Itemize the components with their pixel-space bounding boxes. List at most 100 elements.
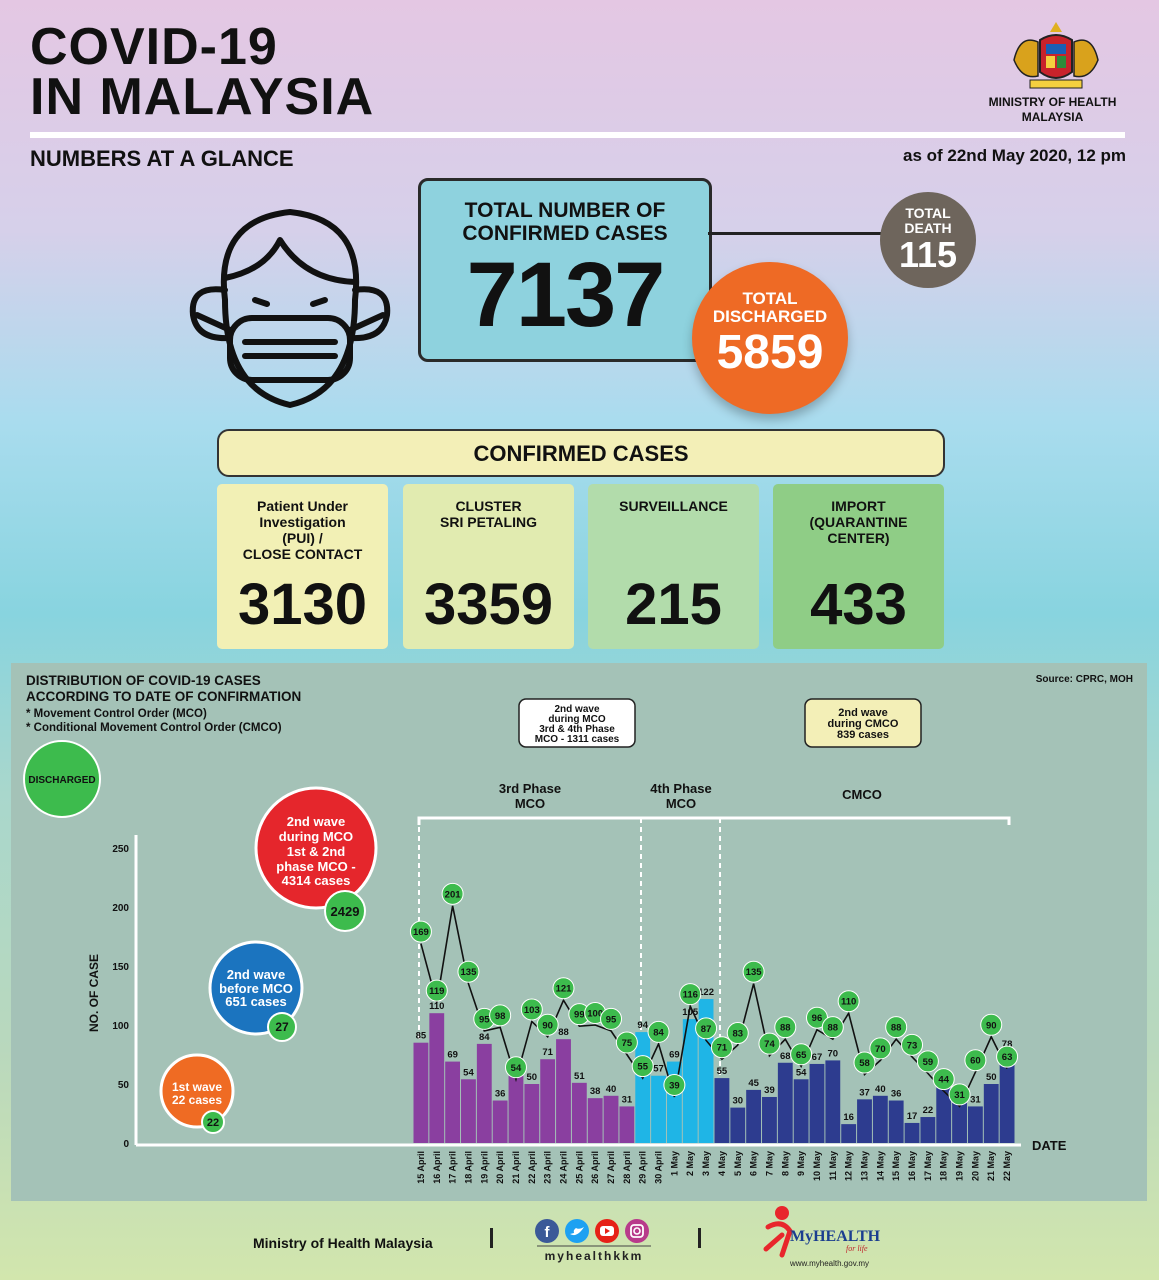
- connector-line: [708, 232, 888, 235]
- wave-red-bubble: [254, 786, 378, 910]
- bar-value-label: 105: [682, 1007, 699, 1018]
- x-tick-label: 18 May: [939, 1151, 949, 1181]
- discharged-marker: [885, 1016, 908, 1039]
- bar-value-label: 31: [622, 1094, 633, 1105]
- y-tick-label: 150: [112, 962, 129, 973]
- bar: [920, 1117, 936, 1143]
- wave-red-discharged: 2429: [331, 904, 360, 919]
- total-death-value: 115: [898, 234, 958, 275]
- instagram-icon[interactable]: [625, 1219, 649, 1243]
- x-tick-label: 19 May: [955, 1151, 965, 1181]
- bar-value-label: 40: [606, 1084, 617, 1095]
- y-tick-label: 50: [118, 1080, 130, 1091]
- bar: [651, 1075, 666, 1143]
- facebook-icon[interactable]: f: [535, 1219, 559, 1243]
- bar-value-label: 88: [558, 1027, 569, 1038]
- bar-value-label: 30: [732, 1096, 743, 1107]
- discharged-value-label: 60: [970, 1056, 981, 1067]
- total-confirmed-value: 7137: [466, 244, 666, 346]
- total-death-label: TOTAL DEATH: [904, 205, 952, 236]
- bar: [999, 1050, 1015, 1143]
- bar-value-label: 54: [463, 1067, 474, 1078]
- bar-value-label: 69: [669, 1050, 680, 1061]
- phase-bracket: [417, 816, 1011, 825]
- x-tick-label: 16 April: [432, 1151, 442, 1184]
- phase3-label: 3rd Phase MCO: [499, 781, 561, 811]
- bar: [857, 1099, 872, 1143]
- discharged-marker: [710, 1036, 733, 1059]
- bar-value-label: 39: [764, 1085, 775, 1096]
- bar: [556, 1039, 571, 1143]
- masked-face-icon: [189, 209, 391, 408]
- myhealth-brand: MyHEALTH: [790, 1228, 880, 1245]
- discharged-marker: [489, 1004, 512, 1027]
- discharged-value-label: 70: [875, 1044, 886, 1055]
- x-tick-label: 24 April: [559, 1151, 569, 1184]
- bar: [777, 1062, 793, 1143]
- bar: [936, 1087, 952, 1143]
- x-tick-label: 16 May: [907, 1151, 917, 1181]
- y-tick-label: 100: [112, 1021, 129, 1032]
- bar: [429, 1013, 445, 1143]
- x-axis-label: DATE: [1032, 1138, 1067, 1153]
- bar-value-label: 54: [796, 1067, 807, 1078]
- discharged-value-label: 83: [732, 1029, 743, 1040]
- myhealth-url[interactable]: www.myhealth.gov.my: [790, 1259, 869, 1268]
- callout-cmco: 2nd wave during CMCO 839 cases: [828, 707, 899, 741]
- bar: [603, 1095, 619, 1143]
- discharged-marker: [441, 882, 464, 905]
- card-label: IMPORT (QUARANTINE CENTER): [809, 498, 908, 546]
- card-label: SURVEILLANCE: [619, 498, 728, 514]
- discharged-value-label: 95: [479, 1014, 490, 1025]
- discharged-value-label: 98: [495, 1011, 506, 1022]
- x-tick-label: 26 April: [590, 1151, 600, 1184]
- youtube-icon[interactable]: [595, 1219, 619, 1243]
- bar: [983, 1084, 999, 1143]
- bar: [793, 1079, 809, 1143]
- x-tick-label: 21 April: [511, 1151, 521, 1184]
- phase4-label: 4th Phase MCO: [650, 781, 711, 811]
- chart-note-cmco: * Conditional Movement Control Order (CM…: [26, 722, 282, 734]
- discharged-value-label: 201: [445, 889, 462, 900]
- discharged-marker: [758, 1032, 781, 1055]
- x-tick-label: 7 May: [764, 1151, 774, 1176]
- x-tick-label: 12 May: [844, 1151, 854, 1181]
- x-tick-label: 27 April: [606, 1151, 616, 1184]
- discharged-marker: [853, 1051, 876, 1074]
- x-tick-label: 17 May: [923, 1151, 933, 1181]
- discharged-marker: [536, 1013, 559, 1036]
- discharged-value-label: 88: [828, 1023, 839, 1034]
- chart-note-mco: * Movement Control Order (MCO): [26, 708, 207, 720]
- bar-value-label: 50: [527, 1072, 538, 1083]
- y-tick-label: 0: [123, 1139, 129, 1150]
- discharged-value-label: 96: [812, 1013, 823, 1024]
- discharged-legend-label: DISCHARGED: [28, 775, 95, 786]
- footer-separator: [490, 1228, 493, 1248]
- discharged-marker: [980, 1013, 1003, 1036]
- cases-by-date-chart: DISTRIBUTION OF COVID-19 CASES ACCORDING…: [23, 673, 1133, 1184]
- bar: [682, 1019, 698, 1143]
- bar-value-label: 37: [859, 1087, 870, 1098]
- twitter-icon[interactable]: [565, 1219, 589, 1243]
- bar-value-label: 69: [447, 1050, 458, 1061]
- discharged-marker: [790, 1043, 813, 1066]
- discharged-value-label: 103: [524, 1005, 540, 1016]
- bar-value-label: 122: [698, 987, 714, 998]
- social-handle[interactable]: myhealthkkm: [544, 1249, 644, 1263]
- x-tick-label: 9 May: [796, 1151, 806, 1176]
- x-tick-label: 25 April: [574, 1151, 584, 1184]
- bar: [492, 1100, 508, 1143]
- discharged-value-label: 119: [429, 986, 444, 997]
- bar-value-label: 40: [875, 1084, 886, 1095]
- bar-value-label: 51: [574, 1071, 585, 1082]
- discharged-value-label: 63: [1002, 1052, 1013, 1063]
- x-tick-label: 1 May: [669, 1151, 679, 1176]
- x-tick-label: 11 May: [828, 1151, 838, 1181]
- y-tick-label: 250: [112, 844, 129, 855]
- confirmed-cases-header: CONFIRMED CASES: [217, 429, 945, 477]
- bar-value-label: 94: [637, 1020, 648, 1031]
- bar: [666, 1061, 682, 1143]
- card-label: Patient Under Investigation (PUI) / CLOS…: [242, 498, 363, 562]
- x-tick-label: 17 April: [448, 1151, 458, 1184]
- bar: [445, 1061, 461, 1143]
